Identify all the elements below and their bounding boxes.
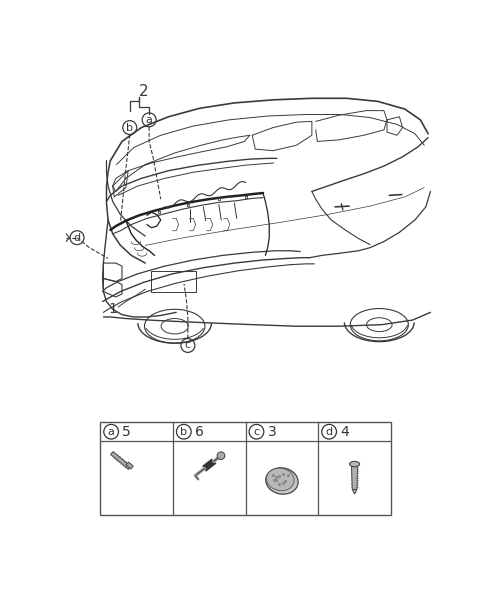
Ellipse shape — [266, 468, 294, 490]
Bar — [152, 271, 196, 292]
Ellipse shape — [266, 468, 298, 494]
Text: b: b — [180, 427, 187, 437]
Text: a: a — [108, 427, 115, 437]
Circle shape — [217, 452, 225, 460]
Text: a: a — [146, 115, 153, 125]
Bar — [100, 423, 391, 515]
Text: 3: 3 — [267, 425, 276, 439]
Polygon shape — [110, 451, 131, 469]
Text: c: c — [253, 427, 260, 437]
Text: b: b — [126, 123, 133, 133]
Text: d: d — [325, 427, 333, 437]
Text: c: c — [185, 341, 191, 350]
Polygon shape — [352, 489, 357, 494]
Ellipse shape — [349, 462, 360, 467]
Text: 1: 1 — [108, 302, 117, 316]
Text: 4: 4 — [340, 425, 349, 439]
Polygon shape — [351, 466, 358, 489]
Text: 6: 6 — [195, 425, 204, 439]
Polygon shape — [126, 462, 133, 469]
Text: d: d — [73, 233, 81, 243]
Text: 2: 2 — [139, 84, 148, 99]
Text: 5: 5 — [122, 425, 131, 439]
